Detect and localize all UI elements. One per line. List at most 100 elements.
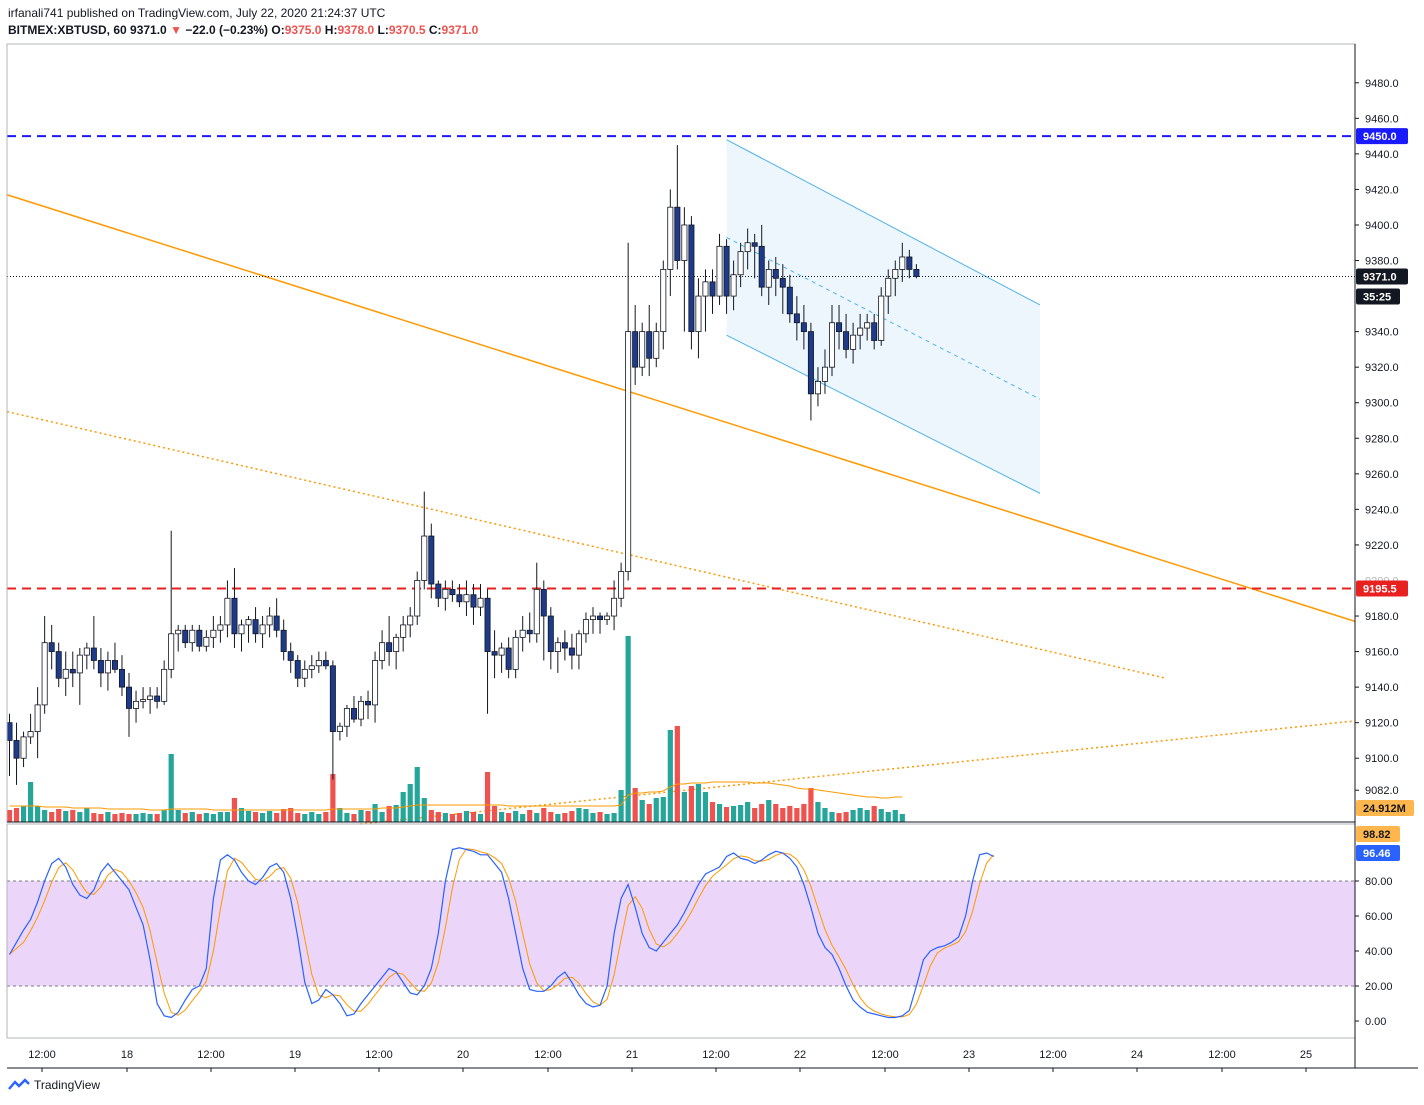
candle-body xyxy=(589,615,596,620)
high-label: H: xyxy=(324,23,338,37)
stoch-tick-label: 80.00 xyxy=(1365,876,1393,888)
volume-bar xyxy=(330,774,336,822)
current-price-badge-bg xyxy=(1356,268,1408,285)
volume-bar xyxy=(759,804,765,822)
candle-body xyxy=(554,642,561,652)
volume-bar xyxy=(449,814,455,822)
time-tick-label: 25 xyxy=(1300,1049,1312,1061)
price-tick-label: 9420.0 xyxy=(1365,184,1399,196)
candle-body xyxy=(568,647,575,656)
volume-bar xyxy=(583,809,589,822)
candle-body xyxy=(189,629,196,644)
price-tick-label: 9380.0 xyxy=(1365,256,1399,268)
candle-body xyxy=(477,597,484,608)
stoch-k-badge-bg xyxy=(1356,845,1400,861)
candle-body xyxy=(695,295,702,333)
candle-body xyxy=(751,242,758,247)
candle-body xyxy=(69,668,76,674)
volume-bar xyxy=(288,808,294,822)
volume-bar xyxy=(548,812,554,822)
candle-body xyxy=(618,571,625,599)
volume-bar xyxy=(224,812,231,822)
stoch-tick-label: 40.00 xyxy=(1365,946,1393,958)
candle-body xyxy=(182,629,189,644)
volume-bar xyxy=(323,812,329,822)
candle-body xyxy=(716,245,723,297)
candle-body xyxy=(674,206,681,261)
candle-body xyxy=(604,615,611,620)
time-tick-label: 12:00 xyxy=(871,1049,899,1061)
candle-body xyxy=(885,277,892,297)
low-value: 9370.5 xyxy=(388,23,426,37)
candle-body xyxy=(41,642,48,706)
candle-body xyxy=(83,647,90,656)
candle-body xyxy=(526,629,533,635)
candle-body xyxy=(730,274,737,297)
symbol-label[interactable]: BITMEX:XBTUSD, 60 xyxy=(8,23,127,37)
main-pane-frame xyxy=(6,43,1356,823)
volume-bar xyxy=(702,792,709,822)
volume-bar xyxy=(625,636,631,822)
candle-body xyxy=(442,588,449,599)
tradingview-footer[interactable]: TradingView xyxy=(8,1078,100,1092)
volume-bar xyxy=(513,811,519,822)
volume-bar xyxy=(611,813,617,822)
volume-bar xyxy=(499,812,505,822)
volume-bar xyxy=(850,810,856,822)
current-price-badge: 9371.0 xyxy=(1363,272,1397,284)
volume-bar xyxy=(274,813,280,822)
volume-bar xyxy=(56,809,62,822)
volume-bar xyxy=(189,812,195,822)
price-tick-label: 9320.0 xyxy=(1365,362,1399,374)
candle-body xyxy=(878,295,885,341)
candle-body xyxy=(280,629,287,652)
price-tick-label: 9082.0 xyxy=(1365,785,1399,797)
volume-bar xyxy=(590,813,596,822)
volume-bar xyxy=(815,802,821,822)
volume-bar xyxy=(84,808,90,822)
candle-body xyxy=(350,708,357,720)
candle-body xyxy=(55,651,62,679)
candle-body xyxy=(259,624,266,635)
candle-body xyxy=(315,660,322,667)
volume-bar xyxy=(252,812,259,822)
stoch-d-line xyxy=(9,848,995,1018)
volume-bar xyxy=(393,805,399,822)
stoch-d-badge: 98.82 xyxy=(1363,829,1391,841)
candle-body xyxy=(357,700,364,720)
time-tick-label: 18 xyxy=(121,1049,133,1061)
price-tick-label: 9340.0 xyxy=(1365,327,1399,339)
candle-body xyxy=(906,256,913,270)
volume-bar xyxy=(119,813,125,822)
candle-body xyxy=(772,269,779,279)
candle-body xyxy=(913,269,920,277)
candle-body xyxy=(850,334,857,350)
candle-body xyxy=(245,619,252,626)
volume-bar xyxy=(295,813,301,822)
candle-body xyxy=(13,740,20,759)
volume-bar xyxy=(316,814,322,822)
candle-body xyxy=(821,366,828,382)
volume-bar xyxy=(6,810,13,822)
volume-bar xyxy=(597,812,603,822)
candle-body xyxy=(379,642,386,661)
candle-body xyxy=(287,651,294,661)
resistance-badge: 9450.0 xyxy=(1363,131,1397,143)
candle-body xyxy=(154,695,161,702)
candle-body xyxy=(688,224,695,333)
time-tick-label: 12:00 xyxy=(28,1049,56,1061)
candle-body xyxy=(168,633,175,670)
volume-bar xyxy=(491,806,498,822)
volume-bar xyxy=(133,814,139,822)
candle-body xyxy=(829,322,836,368)
candle-body xyxy=(34,704,41,732)
candle-body xyxy=(62,668,69,679)
candle-body xyxy=(217,624,224,631)
price-tick-label: 9440.0 xyxy=(1365,149,1399,161)
stoch-k-line xyxy=(8,847,994,1019)
support-badge: 9195.5 xyxy=(1363,583,1397,595)
candle-body xyxy=(140,699,147,702)
volume-bar xyxy=(442,813,448,822)
volume-bar xyxy=(723,807,730,822)
